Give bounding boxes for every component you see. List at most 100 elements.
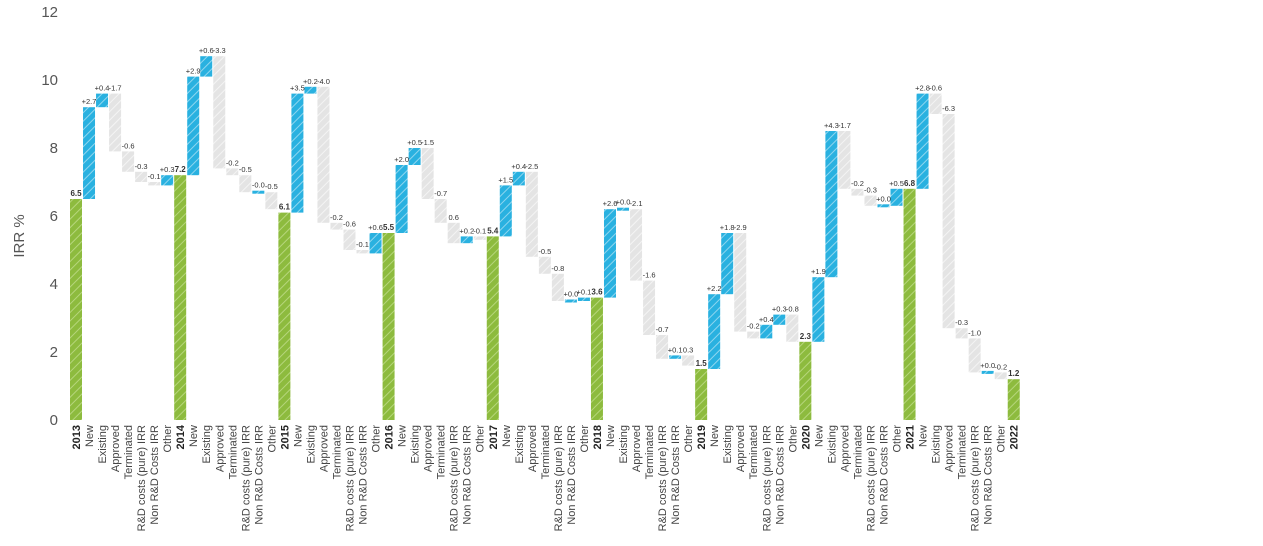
increase-bar xyxy=(669,355,682,359)
y-axis-title: IRR % xyxy=(11,214,28,257)
increase-bar xyxy=(981,370,994,374)
x-tick-label: Existing xyxy=(201,425,213,464)
data-label: -0.3 xyxy=(864,186,877,195)
x-tick-label: Other xyxy=(371,425,383,453)
data-label: -2.5 xyxy=(525,162,538,171)
decrease-bar xyxy=(343,229,356,250)
increase-bar xyxy=(512,171,525,186)
x-tick-label: 2016 xyxy=(384,425,396,449)
data-label: 1.5 xyxy=(696,359,708,368)
data-label: 0.6 xyxy=(448,213,458,222)
increase-bar xyxy=(825,131,838,278)
data-label: 5.4 xyxy=(487,226,499,235)
data-label: +2.6 xyxy=(603,199,618,208)
y-tick-label: 6 xyxy=(50,208,58,225)
decrease-bar xyxy=(838,131,851,189)
data-label: +0.6 xyxy=(368,223,383,232)
increase-bar xyxy=(408,148,421,165)
data-label: +0.1 xyxy=(577,288,592,297)
decrease-bar xyxy=(643,280,656,335)
decrease-bar xyxy=(148,182,161,186)
data-label: -0.8 xyxy=(786,305,799,314)
data-label: +0.6 xyxy=(199,46,214,55)
decrease-bar xyxy=(525,171,538,257)
x-tick-label: Existing xyxy=(931,425,943,464)
increase-bar xyxy=(617,207,630,211)
x-tick-label: 2013 xyxy=(71,425,83,449)
increase-bar xyxy=(760,324,773,339)
increase-bar xyxy=(564,299,577,303)
data-label: +0.4 xyxy=(95,84,110,93)
increase-bar xyxy=(916,93,929,189)
data-label: +0.0 xyxy=(980,361,995,370)
total-bar xyxy=(278,212,291,420)
data-label: 0.3 xyxy=(683,345,693,354)
increase-bar xyxy=(890,188,903,206)
increase-bar xyxy=(304,86,317,94)
y-tick-label: 10 xyxy=(41,72,58,89)
x-tick-label: Terminated xyxy=(957,425,969,479)
increase-bar xyxy=(603,209,616,298)
data-label: -0.3 xyxy=(135,162,148,171)
increase-bar xyxy=(161,175,174,186)
x-tick-label: R&D costs (pure) IRR xyxy=(345,425,357,531)
decrease-bar xyxy=(226,168,239,176)
x-tick-label: Existing xyxy=(410,425,422,464)
data-label: -1.6 xyxy=(643,271,656,280)
decrease-bar xyxy=(356,250,369,254)
x-tick-label: New xyxy=(605,425,617,447)
data-label: +3.5 xyxy=(290,84,305,93)
x-tick-label: 2022 xyxy=(1009,425,1021,449)
data-label: -1.7 xyxy=(109,84,122,93)
x-tick-label: Approved xyxy=(423,425,435,472)
x-tick-label: Approved xyxy=(527,425,539,472)
data-label: -0.1 xyxy=(473,226,486,235)
total-bar xyxy=(799,341,812,420)
x-tick-label: Existing xyxy=(618,425,630,464)
x-tick-label: Terminated xyxy=(644,425,656,479)
x-tick-label: R&D costs (pure) IRR xyxy=(553,425,565,531)
data-label: +1.9 xyxy=(811,267,826,276)
x-tick-label: Existing xyxy=(514,425,526,464)
data-label: +0.4 xyxy=(511,162,526,171)
x-tick-label: New xyxy=(709,425,721,447)
x-tick-label: Approved xyxy=(214,425,226,472)
increase-bar xyxy=(877,204,890,208)
data-label: -0.7 xyxy=(656,325,669,334)
decrease-bar xyxy=(551,273,564,301)
x-tick-label: 2020 xyxy=(800,425,812,449)
x-tick-label: R&D costs (pure) IRR xyxy=(449,425,461,531)
x-tick-label: R&D costs (pure) IRR xyxy=(865,425,877,531)
data-label: +0.3 xyxy=(160,165,175,174)
increase-bar xyxy=(200,56,213,77)
data-label: +0.2 xyxy=(303,77,318,86)
total-bar xyxy=(590,297,603,420)
decrease-bar xyxy=(239,175,252,193)
decrease-bar xyxy=(747,331,760,339)
x-tick-label: Approved xyxy=(631,425,643,472)
decrease-bar xyxy=(929,93,942,114)
x-tick-label: Existing xyxy=(826,425,838,464)
x-tick-label: New xyxy=(813,425,825,447)
data-label: -0.0 xyxy=(252,181,265,190)
increase-bar xyxy=(721,233,734,295)
x-tick-label: Terminated xyxy=(331,425,343,479)
x-tick-label: Existing xyxy=(97,425,109,464)
x-tick-label: New xyxy=(84,425,96,447)
x-tick-label: Terminated xyxy=(123,425,135,479)
data-label: 7.2 xyxy=(175,165,187,174)
data-label: +0.4 xyxy=(759,315,774,324)
data-label: +2.8 xyxy=(915,84,930,93)
data-label: -3.3 xyxy=(213,46,226,55)
x-tick-label: Other xyxy=(475,425,487,453)
increase-bar xyxy=(369,233,382,254)
data-label: +4.3 xyxy=(824,121,839,130)
data-label: -0.6 xyxy=(929,84,942,93)
decrease-bar xyxy=(682,355,695,366)
data-label: -0.5 xyxy=(538,247,551,256)
data-label: -0.2 xyxy=(226,158,239,167)
x-tick-label: 2014 xyxy=(175,424,187,449)
x-tick-label: 2019 xyxy=(696,425,708,449)
decrease-bar xyxy=(538,256,551,274)
total-bar xyxy=(486,236,499,420)
